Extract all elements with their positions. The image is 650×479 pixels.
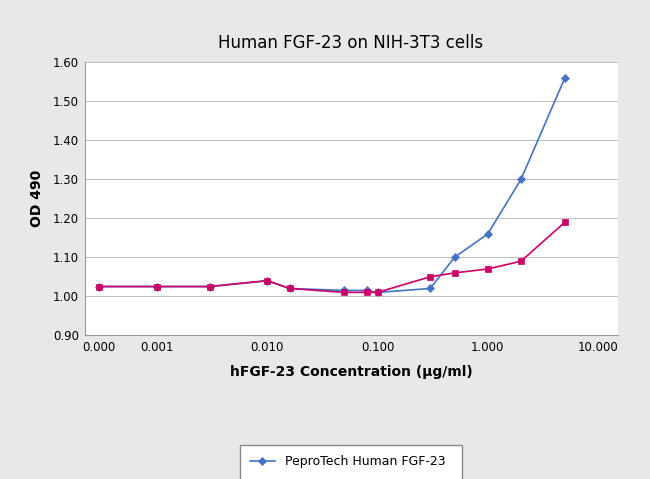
Title: Human FGF-23 on NIH-3T3 cells: Human FGF-23 on NIH-3T3 cells [218,34,484,52]
X-axis label: hFGF-23 Concentration (μg/ml): hFGF-23 Concentration (μg/ml) [229,365,473,379]
Competitor Human FGF-23 [363,289,370,295]
PeproTech Human FGF-23 [263,278,271,284]
Competitor Human FGF-23 [96,284,103,289]
Competitor Human FGF-23 [450,270,458,276]
PeproTech Human FGF-23 [374,289,382,295]
PeproTech Human FGF-23 [96,284,103,289]
Competitor Human FGF-23 [205,284,213,289]
Competitor Human FGF-23 [426,274,434,280]
PeproTech Human FGF-23 [561,75,569,81]
Competitor Human FGF-23 [153,284,161,289]
PeproTech Human FGF-23 [484,231,491,237]
Legend: PeproTech Human FGF-23, Competitor Human FGF-23: PeproTech Human FGF-23, Competitor Human… [240,445,462,479]
Line: Competitor Human FGF-23: Competitor Human FGF-23 [97,219,567,295]
PeproTech Human FGF-23 [426,285,434,291]
Y-axis label: OD 490: OD 490 [31,170,44,228]
Competitor Human FGF-23 [341,289,348,295]
Competitor Human FGF-23 [517,258,525,264]
Competitor Human FGF-23 [263,278,271,284]
PeproTech Human FGF-23 [363,287,370,293]
Competitor Human FGF-23 [561,219,569,225]
PeproTech Human FGF-23 [153,284,161,289]
PeproTech Human FGF-23 [517,176,525,182]
Competitor Human FGF-23 [286,285,294,291]
PeproTech Human FGF-23 [341,287,348,293]
Competitor Human FGF-23 [484,266,491,272]
PeproTech Human FGF-23 [286,285,294,291]
Competitor Human FGF-23 [374,289,382,295]
PeproTech Human FGF-23 [205,284,213,289]
PeproTech Human FGF-23 [450,254,458,260]
Line: PeproTech Human FGF-23: PeproTech Human FGF-23 [97,75,567,295]
